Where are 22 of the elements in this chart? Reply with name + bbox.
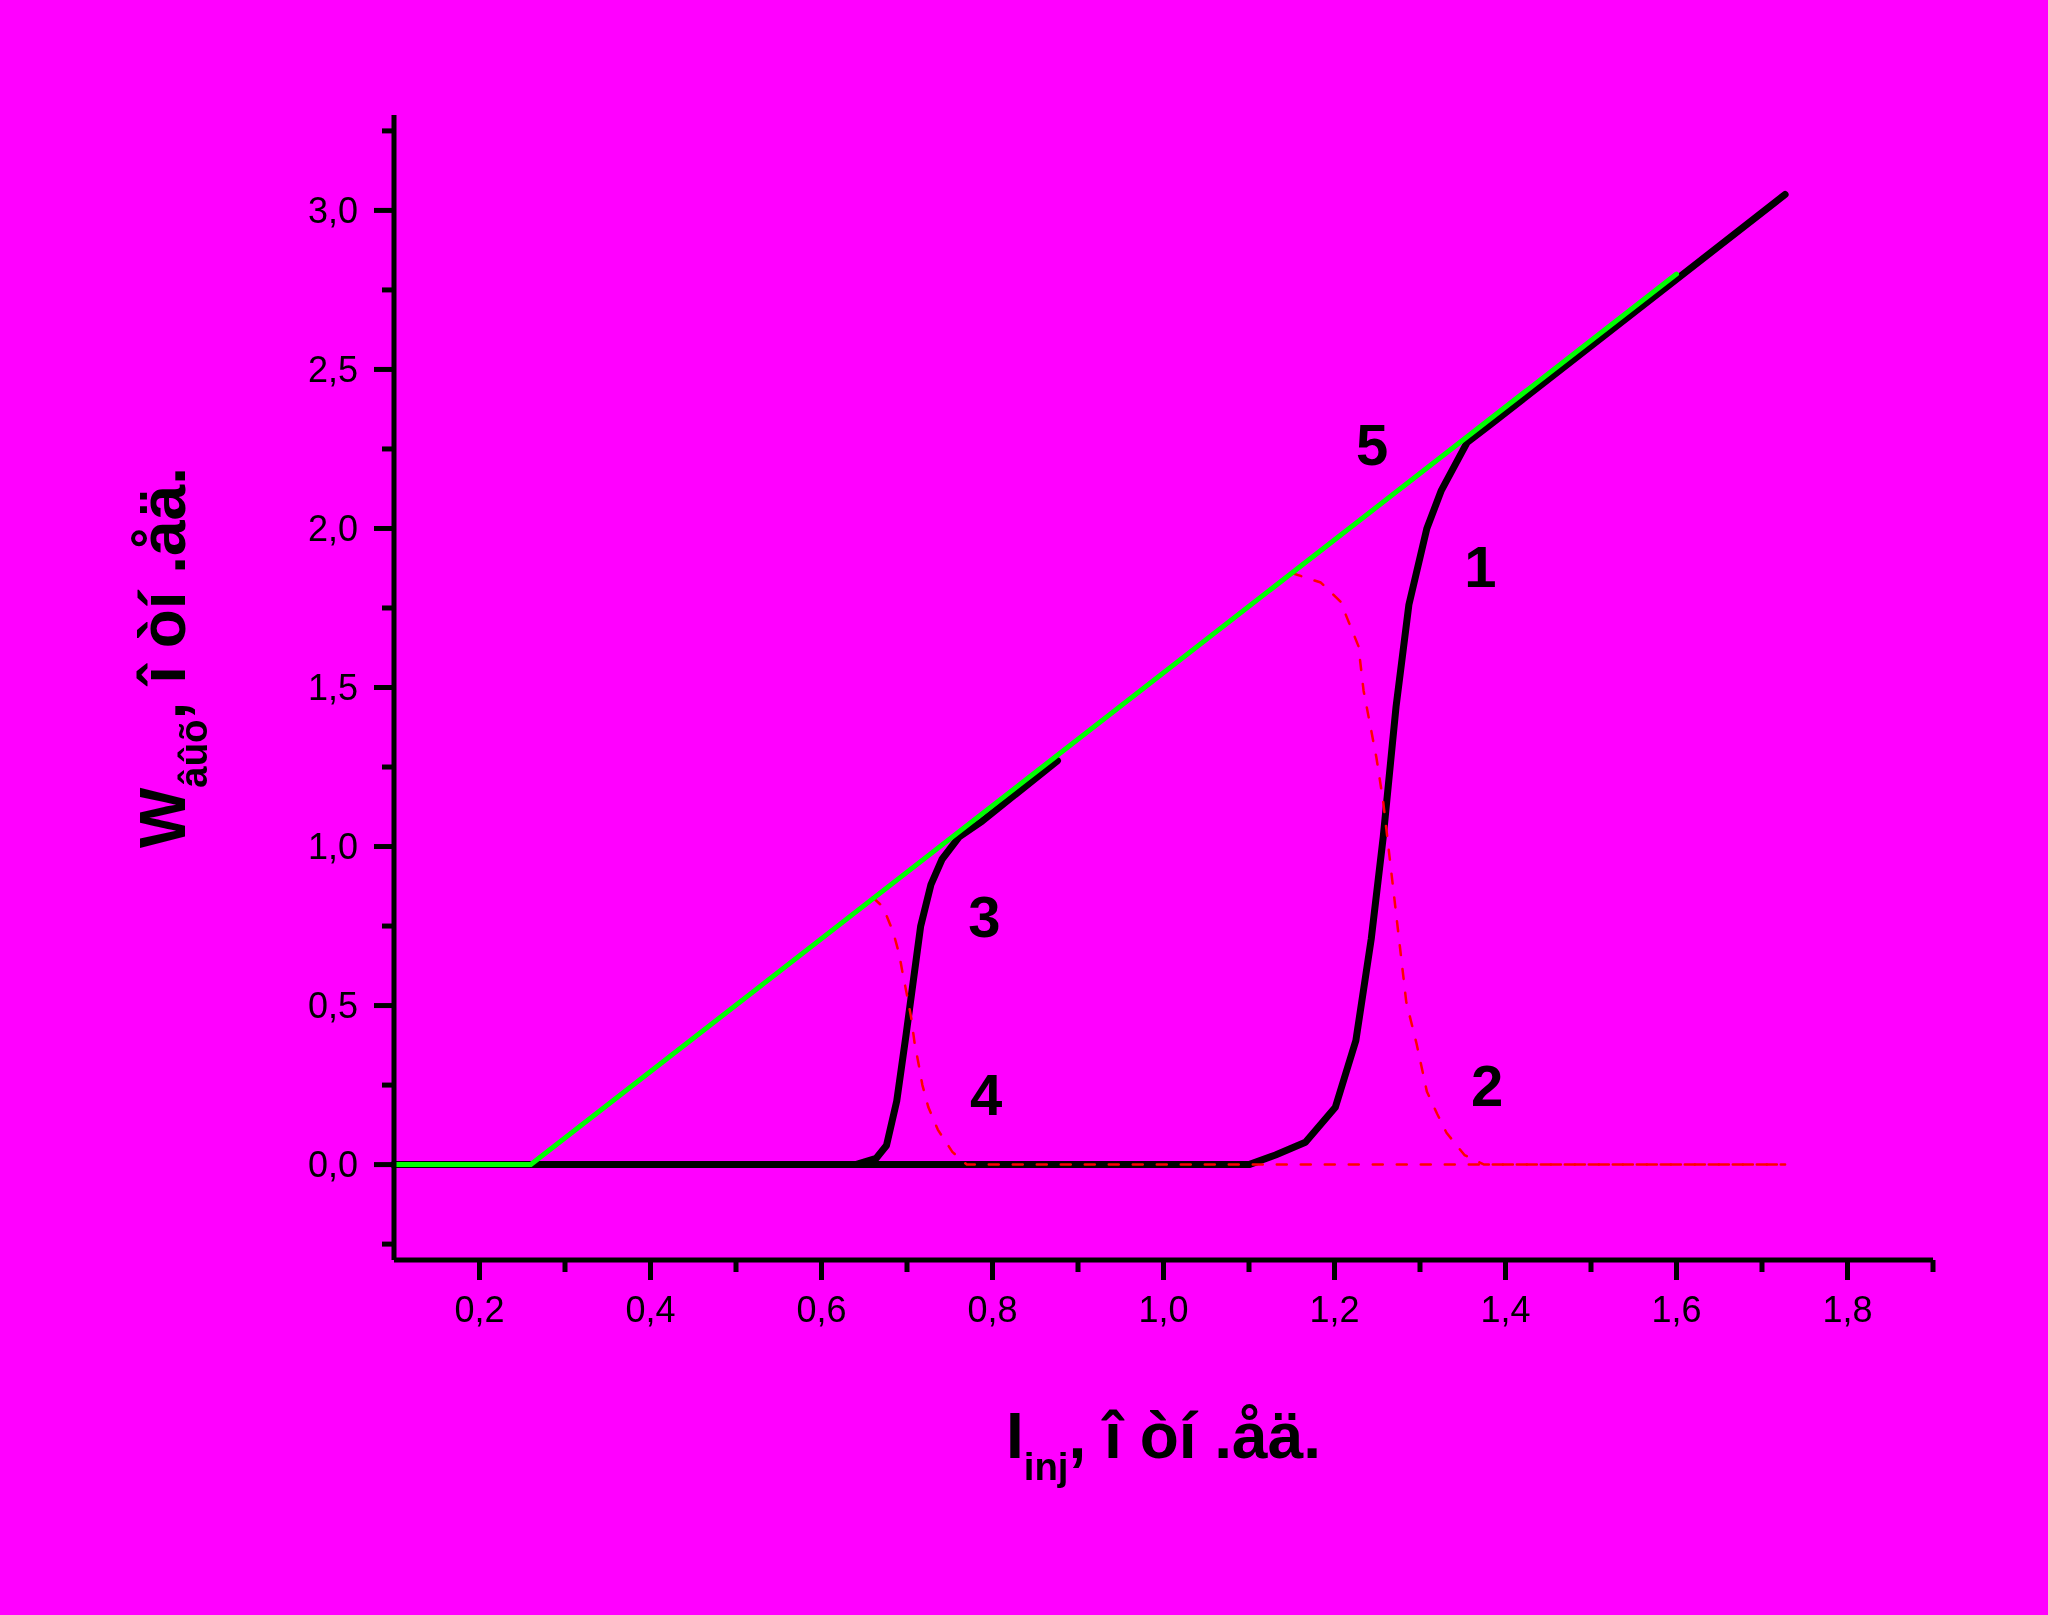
y-tick-label: 1,0 xyxy=(307,826,358,868)
y-tick-label: 1,5 xyxy=(307,667,358,708)
x-tick-label: 0,6 xyxy=(796,1289,847,1330)
x-tick-label: 1,6 xyxy=(1651,1289,1702,1330)
annotation: 5 xyxy=(1355,412,1389,478)
x-tick-label: 1,2 xyxy=(1309,1289,1360,1330)
annotation: 2 xyxy=(1471,1052,1504,1118)
annotation: 4 xyxy=(969,1062,1003,1128)
y-tick-label: 2,0 xyxy=(307,507,358,549)
x-tick-label: 0,8 xyxy=(967,1289,1018,1330)
y-tick-label: 2,5 xyxy=(307,348,358,390)
x-tick-label: 0,4 xyxy=(625,1289,676,1330)
annotation: 3 xyxy=(968,884,1001,949)
y-tick-label: 0,5 xyxy=(307,985,358,1027)
x-tick-label: 1,8 xyxy=(1822,1289,1873,1330)
x-tick-label: 0,2 xyxy=(454,1289,505,1330)
annotation: 1 xyxy=(1464,534,1497,600)
x-tick-label: 1,0 xyxy=(1138,1289,1189,1330)
x-tick-label: 1,4 xyxy=(1480,1289,1531,1330)
y-tick-label: 0,0 xyxy=(307,1144,358,1186)
x-axis-title: I$_{inj}$, î òí .åä. xyxy=(1005,1400,1322,1488)
y-tick-label: 3,0 xyxy=(307,189,358,231)
